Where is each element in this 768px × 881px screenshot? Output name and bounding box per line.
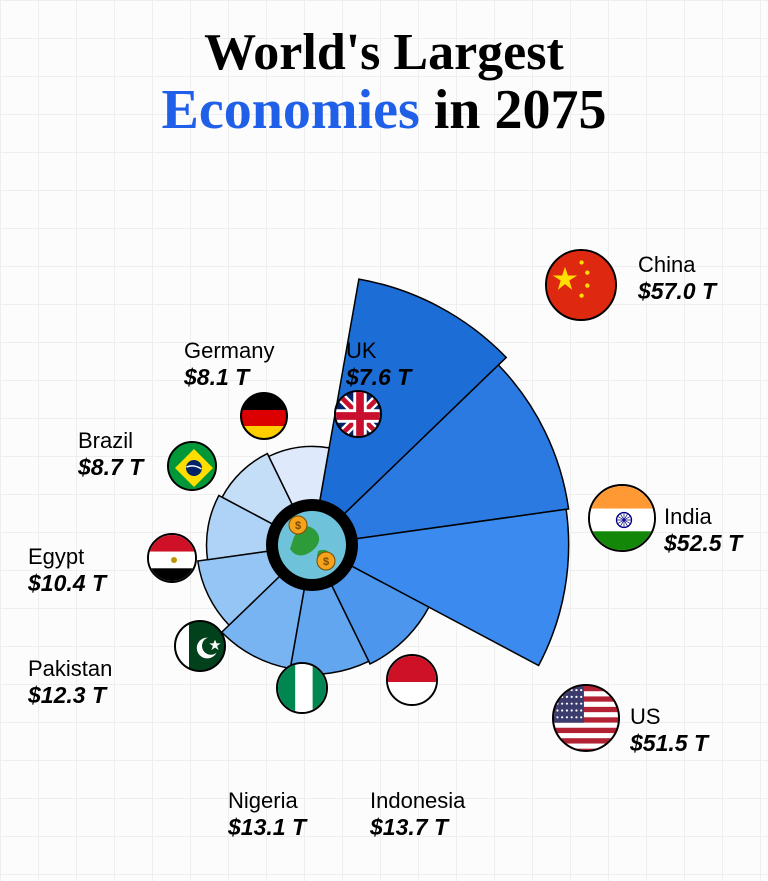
country-value: $8.7 T	[78, 454, 143, 481]
label-us: US$51.5 T	[630, 704, 708, 757]
country-name: China	[638, 252, 716, 278]
label-egypt: Egypt$10.4 T	[28, 544, 106, 597]
country-name: Germany	[184, 338, 274, 364]
flag-icon-pakistan	[174, 620, 226, 672]
country-value: $51.5 T	[630, 730, 708, 757]
country-name: US	[630, 704, 708, 730]
country-value: $7.6 T	[346, 364, 411, 391]
label-china: China$57.0 T	[638, 252, 716, 305]
country-name: Indonesia	[370, 788, 465, 814]
country-value: $13.7 T	[370, 814, 465, 841]
label-germany: Germany$8.1 T	[184, 338, 274, 391]
flag-icon-egypt	[147, 533, 197, 583]
country-value: $8.1 T	[184, 364, 274, 391]
label-indonesia: Indonesia$13.7 T	[370, 788, 465, 841]
country-value: $12.3 T	[28, 682, 112, 709]
flag-icon-china	[545, 249, 617, 321]
flag-icon-brazil	[167, 441, 217, 491]
flag-icon-us	[552, 684, 620, 752]
country-value: $57.0 T	[638, 278, 716, 305]
country-value: $52.5 T	[664, 530, 742, 557]
country-name: Brazil	[78, 428, 143, 454]
label-brazil: Brazil$8.7 T	[78, 428, 143, 481]
flag-icon-india	[588, 484, 656, 552]
label-nigeria: Nigeria$13.1 T	[228, 788, 306, 841]
flag-icon-uk	[334, 390, 382, 438]
country-name: India	[664, 504, 742, 530]
country-value: $10.4 T	[28, 570, 106, 597]
flag-icon-germany	[240, 392, 288, 440]
label-uk: UK$7.6 T	[346, 338, 411, 391]
label-pakistan: Pakistan$12.3 T	[28, 656, 112, 709]
country-name: Egypt	[28, 544, 106, 570]
country-name: UK	[346, 338, 411, 364]
flag-icon-indonesia	[386, 654, 438, 706]
coin-dollar: $	[295, 520, 301, 532]
coin-dollar: $	[323, 556, 329, 568]
flag-icon-nigeria	[276, 662, 328, 714]
label-india: India$52.5 T	[664, 504, 742, 557]
country-value: $13.1 T	[228, 814, 306, 841]
country-name: Nigeria	[228, 788, 306, 814]
country-name: Pakistan	[28, 656, 112, 682]
